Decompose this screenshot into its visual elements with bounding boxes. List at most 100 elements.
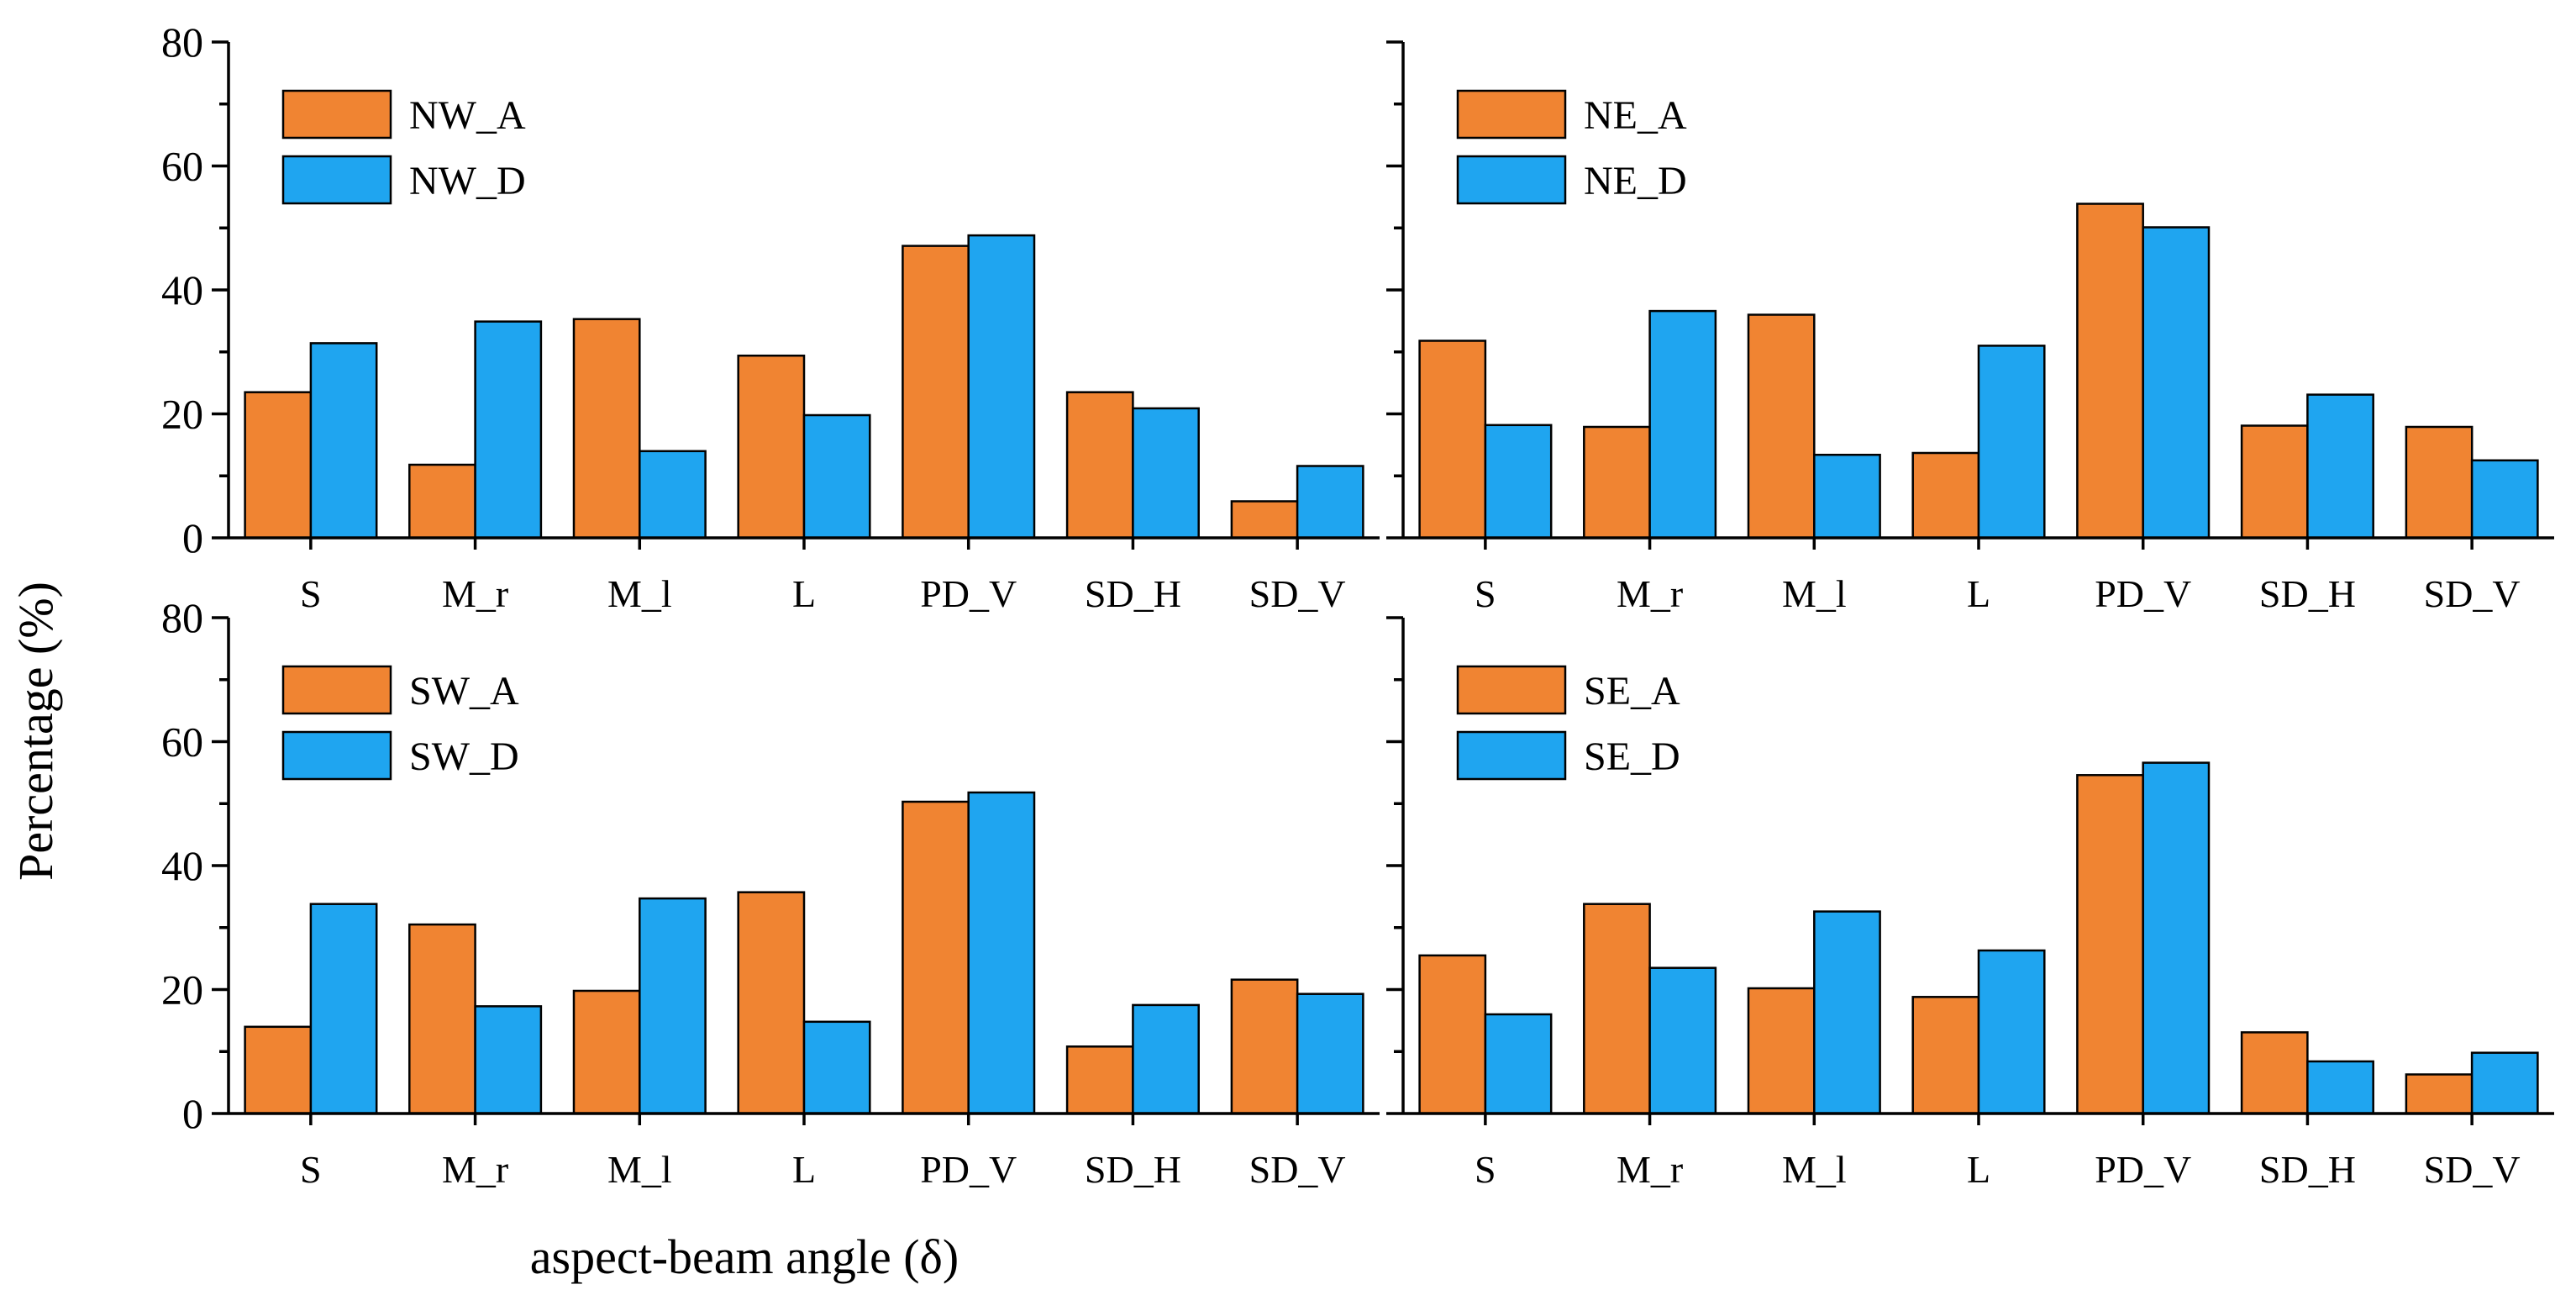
bar-NE_A-S [1418,340,1487,540]
x-tick-label: M_r [442,1148,508,1191]
legend-label-SE_D: SE_D [1584,734,1680,779]
legend-label-SW_A: SW_A [409,669,519,713]
bar-SE_A-L [1911,996,1980,1115]
y-tick-label: 40 [161,842,203,889]
x-tick-label: M_l [607,572,672,615]
bar-NW_D-M_l [639,450,707,540]
x-tick-label: L [1967,1148,1990,1191]
x-tick-label: S [300,572,322,615]
bar-NW_D-M_r [474,320,543,540]
bar-NE_A-PD_V [2076,203,2144,540]
bar-NE_D-M_l [1813,453,1881,540]
bar-SW_D-PD_V [967,791,1036,1115]
bar-NE_D-L [1977,345,2046,540]
bar-NW_A-M_l [572,318,641,540]
x-tick-label: M_r [1617,1148,1683,1191]
x-tick-label: SD_V [1249,572,1346,615]
bar-NW_A-L [737,354,806,540]
bar-SW_D-L [802,1020,871,1115]
legend-swatch-SE_A [1456,665,1567,715]
x-tick-label: L [792,572,816,615]
x-tick-label: S [1475,572,1496,615]
panel-bottom-left: 0 20 40 60 80 S M_r M_l L PD_V SD_H SD_V SW_A SW_D [161,594,1380,1191]
bar-SW_A-M_r [408,923,476,1115]
x-tick-label: SD_V [2424,1148,2521,1191]
x-tick-label: SD_V [2424,572,2521,615]
x-tick-label: PD_V [920,1148,1017,1191]
bar-NE_A-SD_V [2405,425,2473,540]
x-tick-label: PD_V [920,572,1017,615]
bar-SW_D-M_l [639,897,707,1115]
panel-top-left: 0 20 40 60 80 S M_r M_l L PD_V SD_H SD_V NW_A NW_D [161,18,1380,615]
bar-SE_D-PD_V [2142,761,2211,1115]
bar-SW_D-SD_V [1296,992,1364,1115]
x-tick-label: M_l [1782,572,1847,615]
bar-NE_D-SD_H [2306,393,2374,540]
y-tick-label: 0 [182,1090,203,1137]
legend-swatch-SW_D [281,730,392,781]
bar-NW_A-SD_V [1230,500,1299,540]
y-tick-label: 20 [161,966,203,1014]
legend-label-SE_A: SE_A [1584,669,1680,713]
bar-SW_A-SD_H [1065,1045,1134,1115]
x-tick-label: SD_H [2259,572,2356,615]
legend-label-SW_D: SW_D [409,734,519,779]
bar-NW_D-PD_V [967,234,1036,540]
bar-SW_A-S [244,1025,313,1115]
bar-NW_A-PD_V [902,245,970,540]
bar-SE_A-S [1418,954,1487,1115]
x-tick-label: S [1475,1148,1496,1191]
bar-NW_D-S [309,342,378,540]
y-tick-label: 60 [161,143,203,190]
bar-SE_D-SD_H [2306,1060,2374,1115]
bar-SE_D-M_l [1813,910,1881,1115]
x-tick-label: L [792,1148,816,1191]
x-tick-label: SD_H [1085,572,1181,615]
y-tick-label: 40 [161,266,203,313]
bar-NW_A-SD_H [1065,391,1134,540]
x-tick-label: M_r [1617,572,1683,615]
x-tick-label: M_l [1782,1148,1847,1191]
legend-label-NE_D: NE_D [1584,159,1687,203]
legend-swatch-NW_D [281,155,392,205]
legend-label-NE_A: NE_A [1584,93,1687,138]
panel-bottom-right: S M_r M_l L PD_V SD_H SD_V SE_A SE_D [1386,616,2554,1191]
bar-NW_D-L [802,413,871,540]
bar-NE_D-S [1484,424,1553,540]
bar-NE_D-SD_V [2470,459,2539,540]
bar-SW_A-M_l [572,989,641,1115]
y-tick-label: 20 [161,391,203,438]
x-tick-label: PD_V [2095,572,2191,615]
bar-SW_A-PD_V [902,800,970,1115]
x-tick-label: S [300,1148,322,1191]
legend-swatch-NE_A [1456,89,1567,140]
bar-SW_D-SD_H [1132,1003,1200,1115]
x-tick-label: M_l [607,1148,672,1191]
legend-swatch-NW_A [281,89,392,140]
legend-swatch-SE_D [1456,730,1567,781]
bar-SE_A-SD_H [2240,1031,2309,1115]
bar-SW_D-M_r [474,1005,543,1115]
legend-swatch-SW_A [281,665,392,715]
y-tick-label: 80 [161,594,203,641]
x-tick-label: L [1967,572,1990,615]
panel-top-right: S M_r M_l L PD_V SD_H SD_V NE_A NE_D [1386,40,2554,615]
y-tick-label: 0 [182,514,203,561]
bar-SE_A-M_l [1747,987,1816,1115]
bar-NE_D-PD_V [2142,226,2211,540]
bar-NE_A-L [1911,451,1980,540]
legend-swatch-NE_D [1456,155,1567,205]
bar-SE_A-M_r [1583,903,1651,1115]
y-axis-title: Percentage (%) [8,582,63,881]
legend-label-NW_A: NW_A [409,93,526,138]
x-axis-title: aspect-beam angle (δ) [530,1229,959,1284]
bar-NE_A-SD_H [2240,424,2309,540]
legend-label-NW_D: NW_D [409,159,526,203]
bar-SE_D-L [1977,949,2046,1115]
x-tick-label: SD_V [1249,1148,1346,1191]
bar-SE_D-S [1484,1013,1553,1115]
bar-SW_A-L [737,891,806,1115]
y-tick-label: 80 [161,18,203,66]
bar-NE_D-M_r [1648,309,1717,540]
